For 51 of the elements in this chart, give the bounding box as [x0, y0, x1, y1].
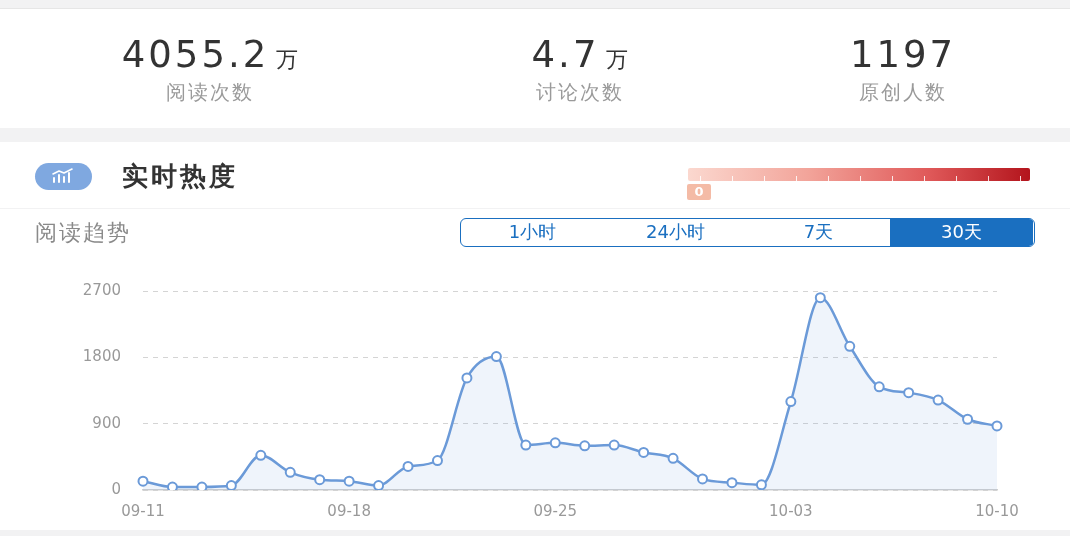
point	[579, 440, 591, 452]
point	[814, 292, 826, 304]
tab[interactable]: 30天	[890, 219, 1033, 246]
point	[667, 452, 679, 464]
x-tick-label: 09-18	[327, 501, 371, 520]
tab[interactable]: 1小时	[461, 219, 604, 246]
point	[461, 372, 473, 384]
y-tick-label: 900	[92, 413, 121, 432]
text: 阅读次数	[165, 79, 255, 105]
text: 4.7 万	[531, 33, 629, 76]
point	[431, 455, 443, 467]
point	[166, 481, 178, 490]
point	[343, 475, 355, 487]
text: 讨论次数	[535, 79, 625, 105]
x-tick-label: 09-11	[121, 501, 165, 520]
point	[373, 480, 385, 490]
point	[726, 477, 738, 489]
point	[284, 466, 296, 478]
point	[932, 394, 944, 406]
point	[697, 473, 709, 485]
text: 1197	[849, 33, 957, 76]
point	[520, 439, 532, 451]
point	[638, 446, 650, 458]
point	[873, 381, 885, 393]
text: 原创人数	[858, 79, 948, 105]
point	[991, 420, 1003, 432]
point	[402, 460, 414, 472]
point	[490, 351, 502, 363]
point	[137, 475, 149, 487]
chart-title: 阅读趋势	[35, 219, 131, 247]
text: 实时热度	[122, 160, 238, 192]
y-tick-label: 0	[111, 479, 121, 498]
point	[608, 439, 620, 451]
tab[interactable]: 7天	[747, 219, 890, 246]
point	[962, 413, 974, 425]
tab[interactable]: 24小时	[604, 219, 747, 246]
x-tick-label: 09-25	[533, 501, 578, 520]
point	[903, 387, 915, 399]
point	[225, 480, 237, 490]
point	[755, 479, 767, 490]
point	[785, 396, 797, 408]
point	[255, 449, 267, 461]
y-tick-label: 1800	[82, 347, 121, 366]
x-tick-label: 10-03	[769, 501, 813, 520]
text: 4055.2 万	[121, 33, 299, 76]
point	[549, 437, 561, 449]
x-tick-label: 10-10	[975, 501, 1019, 520]
point	[844, 340, 856, 352]
point	[196, 481, 208, 490]
y-tick-label: 2700	[82, 280, 121, 299]
point	[314, 474, 326, 486]
